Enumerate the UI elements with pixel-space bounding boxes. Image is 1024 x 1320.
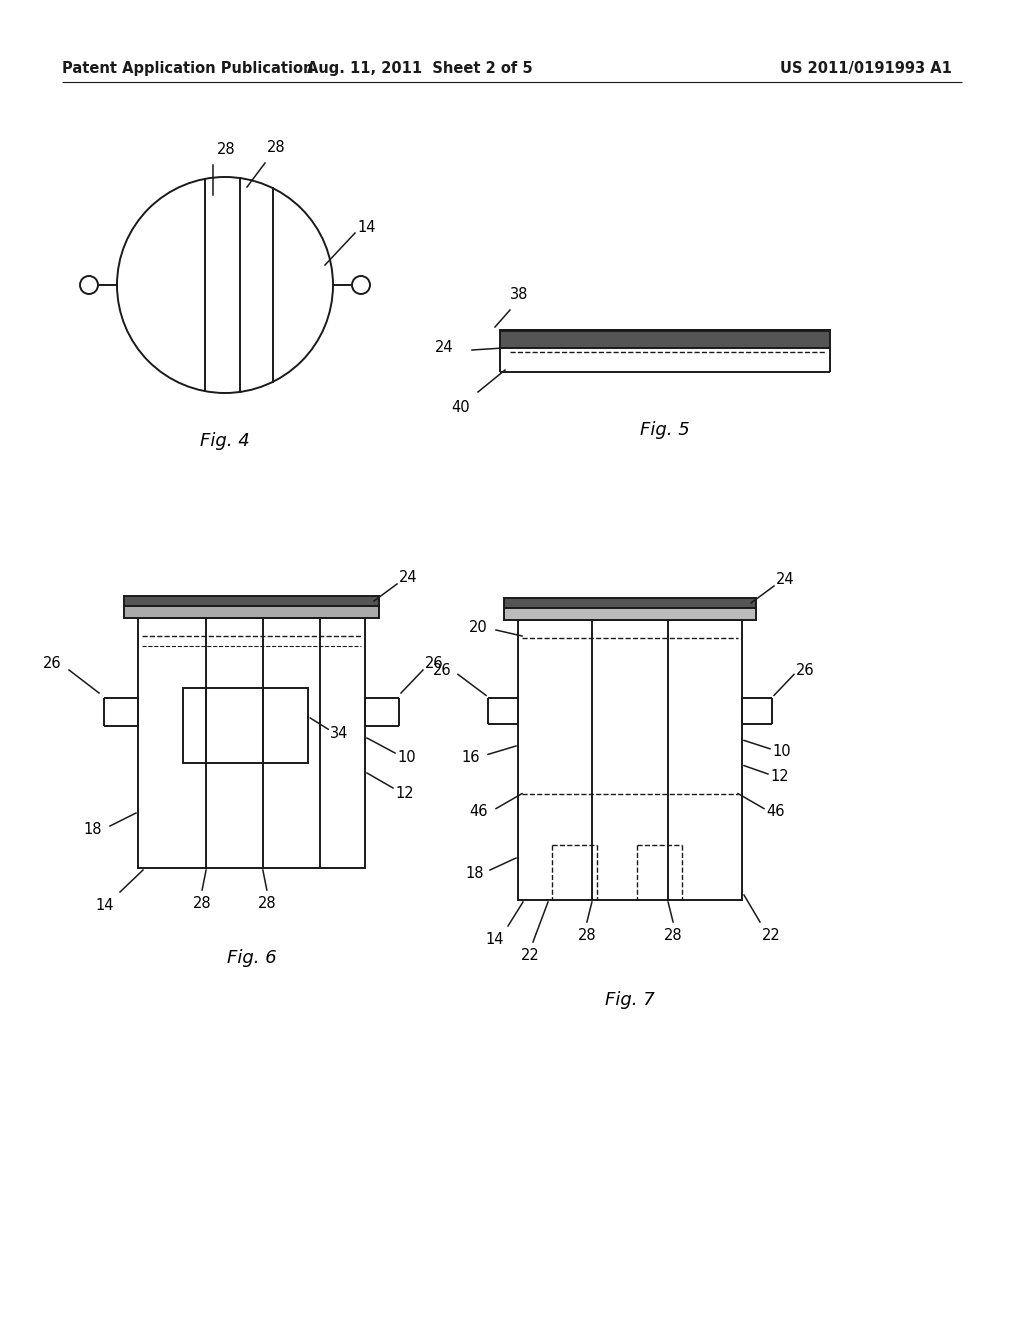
Text: 16: 16 xyxy=(462,750,480,764)
Text: 22: 22 xyxy=(520,948,540,964)
Bar xyxy=(500,330,830,348)
Text: 24: 24 xyxy=(399,570,418,586)
Text: US 2011/0191993 A1: US 2011/0191993 A1 xyxy=(780,61,952,75)
Text: 10: 10 xyxy=(397,751,416,766)
Text: 28: 28 xyxy=(193,896,211,911)
Text: Fig. 6: Fig. 6 xyxy=(226,949,276,968)
Text: 22: 22 xyxy=(762,928,780,942)
Text: 14: 14 xyxy=(95,898,114,913)
Bar xyxy=(504,598,756,609)
Bar xyxy=(183,688,308,763)
Text: 26: 26 xyxy=(425,656,443,672)
Text: Fig. 4: Fig. 4 xyxy=(200,432,250,450)
Text: 12: 12 xyxy=(395,785,414,800)
Text: 28: 28 xyxy=(664,928,682,942)
Bar xyxy=(518,620,742,900)
Text: 28: 28 xyxy=(578,928,596,942)
Bar xyxy=(138,618,365,869)
Text: 14: 14 xyxy=(357,219,376,235)
Text: Fig. 5: Fig. 5 xyxy=(640,421,690,440)
Text: 38: 38 xyxy=(510,286,528,302)
Bar xyxy=(124,606,379,618)
Text: Patent Application Publication: Patent Application Publication xyxy=(62,61,313,75)
Text: 28: 28 xyxy=(258,896,276,911)
Text: Fig. 7: Fig. 7 xyxy=(605,991,655,1008)
Text: 46: 46 xyxy=(469,804,488,820)
Text: 14: 14 xyxy=(485,932,504,946)
Text: 26: 26 xyxy=(796,663,815,678)
Text: 18: 18 xyxy=(466,866,484,882)
Text: 28: 28 xyxy=(217,143,236,157)
Text: 46: 46 xyxy=(766,804,784,820)
Text: 24: 24 xyxy=(776,573,795,587)
Text: 26: 26 xyxy=(433,663,452,678)
Text: 28: 28 xyxy=(267,140,286,154)
Text: 24: 24 xyxy=(435,341,454,355)
Text: 34: 34 xyxy=(331,726,348,741)
Text: 12: 12 xyxy=(770,770,788,784)
Text: 40: 40 xyxy=(452,400,470,414)
Text: 10: 10 xyxy=(772,744,791,759)
Text: Aug. 11, 2011  Sheet 2 of 5: Aug. 11, 2011 Sheet 2 of 5 xyxy=(307,61,532,75)
Text: 20: 20 xyxy=(469,620,488,635)
Bar xyxy=(124,597,379,606)
Text: 26: 26 xyxy=(43,656,62,672)
Bar xyxy=(504,609,756,620)
Text: 18: 18 xyxy=(84,822,102,837)
